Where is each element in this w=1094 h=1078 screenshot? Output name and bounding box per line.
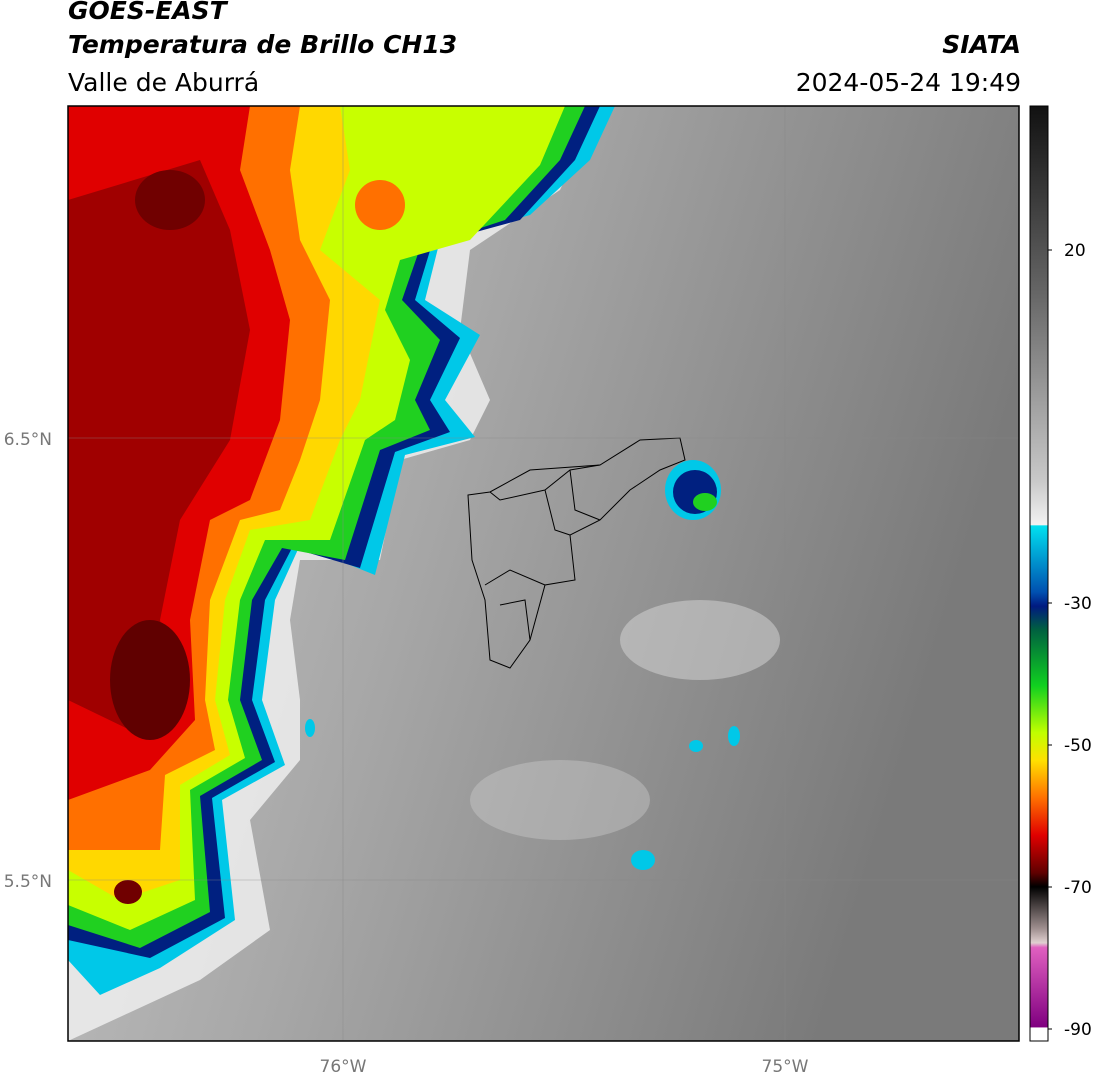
- lon-label: 76°W: [320, 1057, 367, 1077]
- satellite-title: GOES-EAST: [68, 0, 227, 25]
- colorbar-tick-label: -30: [1064, 594, 1092, 614]
- datetime-label: 2024-05-24 19:49: [795, 68, 1021, 97]
- colorbar: [1029, 105, 1049, 1042]
- colorbar-tick-label: -50: [1064, 736, 1092, 756]
- colorbar-tick-label: -90: [1064, 1020, 1092, 1040]
- map-frame: [67, 105, 1020, 1042]
- satellite-image: [68, 106, 1019, 1041]
- graticule: [68, 106, 1019, 1041]
- axis-labels: 6.5°N 5.5°N 76°W 75°W: [4, 430, 809, 1077]
- municipal-boundaries: [467, 437, 686, 669]
- agency-label: SIATA: [942, 30, 1021, 59]
- colorbar-ticks: 20 -30 -50 -70 -90: [1048, 241, 1092, 1040]
- lat-label: 6.5°N: [4, 430, 52, 450]
- colorbar-tick-label: 20: [1064, 241, 1086, 261]
- region-label: Valle de Aburrá: [68, 68, 260, 97]
- lat-label: 5.5°N: [4, 872, 52, 892]
- lon-label: 75°W: [762, 1057, 809, 1077]
- colorbar-tick-label: -70: [1064, 878, 1092, 898]
- product-title: Temperatura de Brillo CH13: [68, 30, 458, 59]
